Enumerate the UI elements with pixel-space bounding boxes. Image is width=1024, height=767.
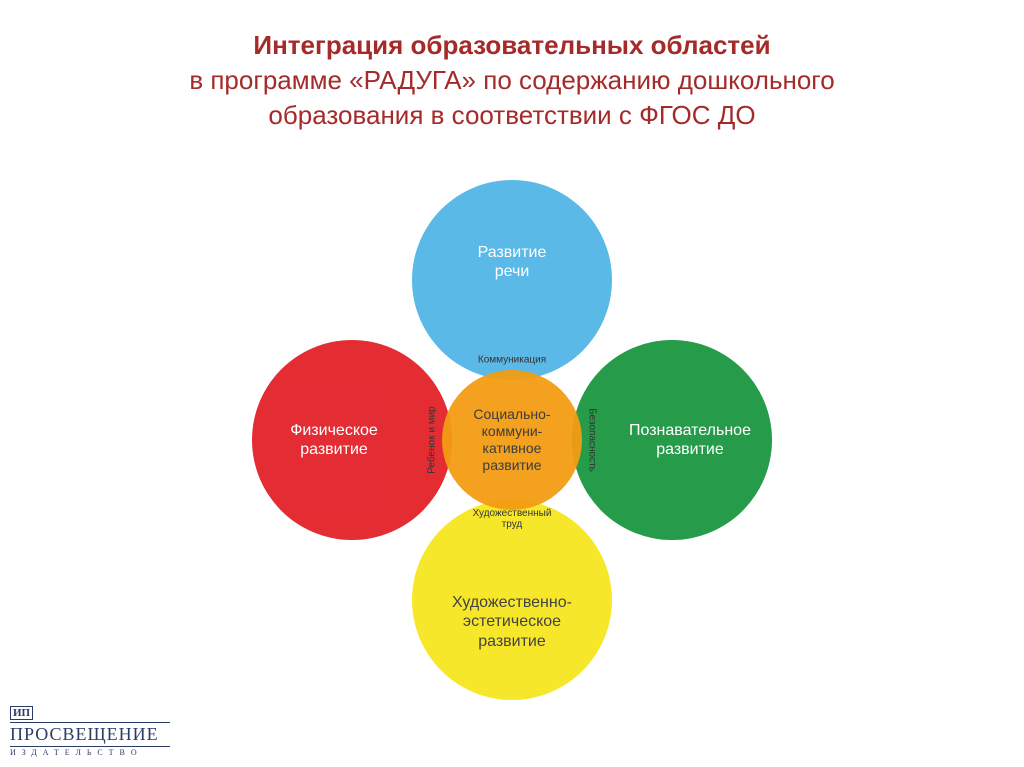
- overlap-top_center: Коммуникация: [478, 355, 546, 366]
- title-sub-line1: в программе «РАДУГА» по содержанию дошко…: [0, 63, 1024, 98]
- circle-center: Социально- коммуни- кативное развитие: [442, 370, 582, 510]
- circle-right-label: Познавательное развитие: [629, 421, 751, 459]
- circle-left-label: Физическое развитие: [290, 421, 378, 459]
- circle-center-label: Социально- коммуни- кативное развитие: [473, 406, 550, 473]
- circle-bottom-label: Художественно- эстетическое развитие: [452, 593, 572, 651]
- logo-main: ПРОСВЕЩЕНИЕ: [10, 722, 170, 747]
- circle-top: Развитие речи: [412, 180, 612, 380]
- circle-bottom: Художественно- эстетическое развитие: [412, 500, 612, 700]
- circle-right: Познавательное развитие: [572, 340, 772, 540]
- title-main: Интеграция образовательных областей: [0, 28, 1024, 63]
- overlap-bottom_center: Художественный труд: [473, 508, 552, 530]
- overlap-left_center: Ребенок и мир: [427, 406, 438, 473]
- circle-left: Физическое развитие: [252, 340, 452, 540]
- venn-diagram: Развитие речи Физическое развитие Познават…: [0, 150, 1024, 730]
- circle-top-label: Развитие речи: [478, 243, 547, 281]
- title-sub-line2: образования в соответствии с ФГОС ДО: [0, 98, 1024, 133]
- publisher-logo: ИП ПРОСВЕЩЕНИЕ ИЗДАТЕЛЬСТВО: [10, 703, 170, 757]
- overlap-right_center: Безопасность: [587, 408, 598, 472]
- logo-sub: ИЗДАТЕЛЬСТВО: [10, 747, 170, 757]
- logo-badge: ИП: [10, 706, 33, 720]
- title-block: Интеграция образовательных областей в пр…: [0, 0, 1024, 133]
